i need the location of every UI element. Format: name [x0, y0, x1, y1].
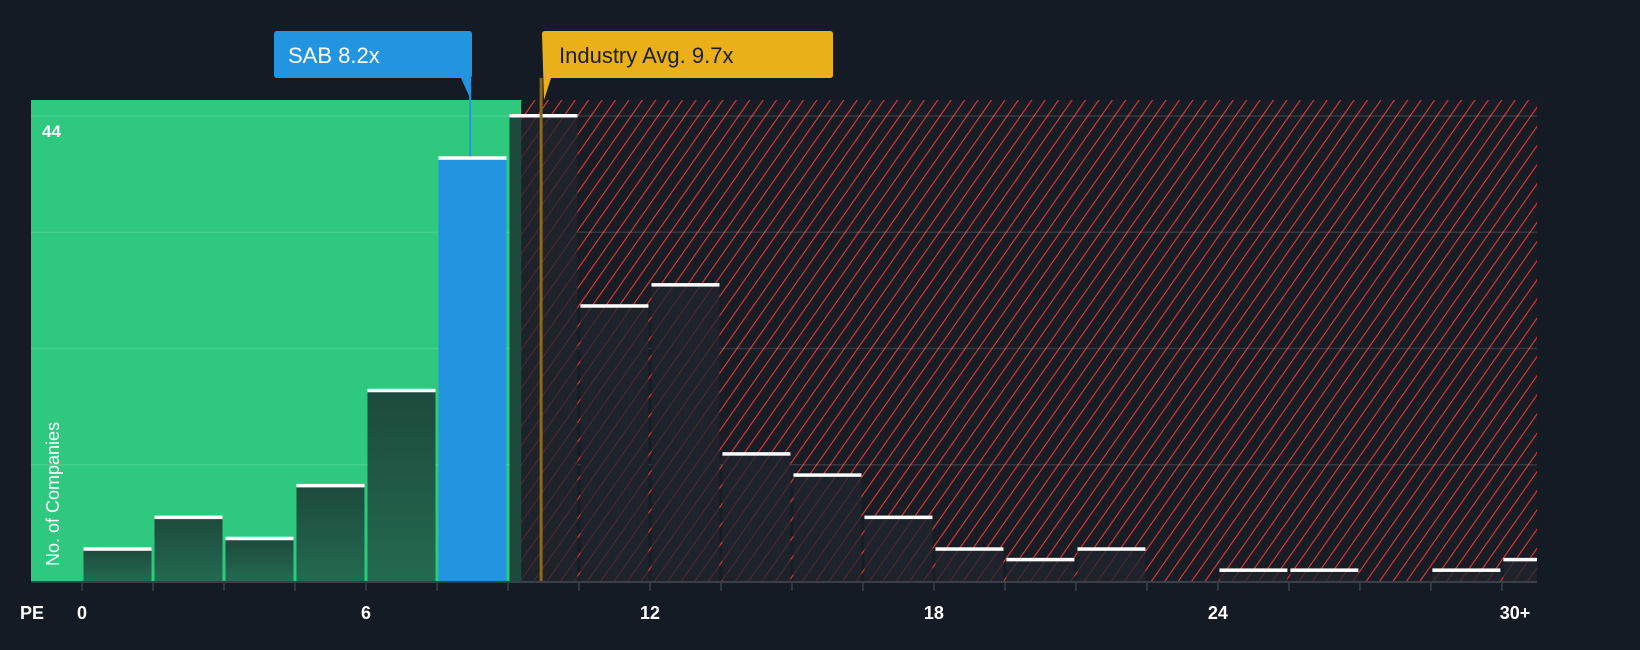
bar-top-cap	[154, 515, 223, 520]
bar	[296, 485, 365, 581]
bar-top-cap	[367, 388, 436, 393]
x-tick-label: 12	[640, 603, 660, 623]
bar-top-cap	[580, 304, 649, 308]
bar-top-cap	[864, 515, 933, 520]
bar-top-cap	[1006, 557, 1075, 562]
bar-top-cap	[651, 283, 720, 287]
bar	[1077, 549, 1146, 581]
bar-top-cap	[1432, 568, 1501, 572]
bar	[83, 549, 152, 581]
bar-top-cap	[1290, 568, 1359, 572]
sab-callout	[274, 31, 472, 98]
bar	[793, 475, 862, 581]
bar	[154, 517, 223, 581]
bar-top-cap	[438, 156, 507, 160]
bar-top-cap	[1219, 568, 1288, 572]
bar-top-cap	[722, 452, 791, 456]
industry-avg-line	[539, 78, 543, 581]
bar	[225, 538, 294, 581]
bar	[580, 306, 649, 581]
x-tick-label: 18	[924, 603, 944, 623]
bar-top-cap	[1077, 547, 1146, 551]
bar	[722, 454, 791, 581]
y-axis-label: No. of Companies	[43, 422, 63, 566]
x-tick-label: 24	[1208, 603, 1228, 623]
bar	[1290, 570, 1359, 581]
bar	[367, 390, 436, 581]
bar-top-cap	[793, 473, 862, 477]
bar	[1432, 570, 1501, 581]
bar	[1503, 559, 1537, 581]
bar-top-cap	[83, 547, 152, 551]
industry-avg-callout-label: Industry Avg. 9.7x	[559, 43, 733, 68]
x-tick-label: 30+	[1500, 603, 1531, 623]
bar	[864, 517, 933, 581]
bar-segment	[509, 116, 522, 581]
x-tick-label: 6	[361, 603, 371, 623]
bar	[1219, 570, 1288, 581]
bar-top-cap	[935, 547, 1004, 551]
bar	[935, 549, 1004, 581]
x-tick-label: 0	[77, 603, 87, 623]
bar	[521, 116, 578, 581]
bar-top-cap	[1503, 557, 1537, 562]
bar	[651, 285, 720, 581]
bar	[438, 158, 507, 582]
industry-avg-callout	[542, 31, 833, 100]
bar-top-cap	[296, 483, 365, 488]
y-tick-label: 44	[42, 122, 61, 141]
x-axis-label: PE	[20, 603, 44, 623]
sab-callout-label: SAB 8.2x	[288, 43, 380, 68]
bar	[1006, 559, 1075, 581]
bar-top-cap	[509, 114, 578, 118]
bar-top-cap	[225, 536, 294, 541]
